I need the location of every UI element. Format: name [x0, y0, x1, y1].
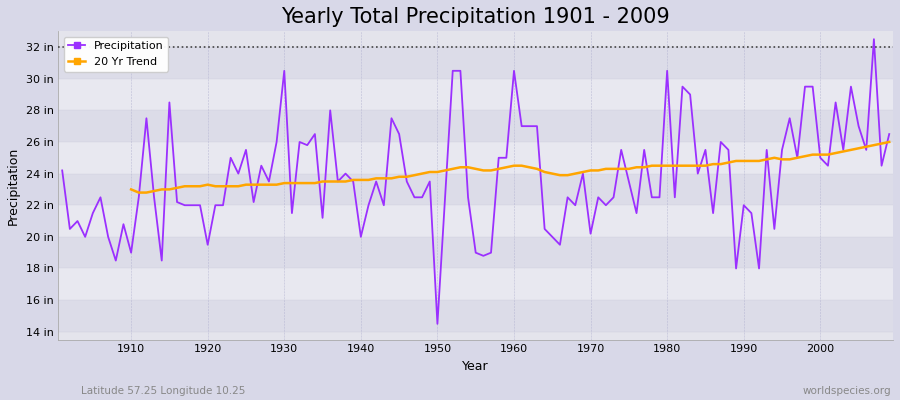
Bar — [58, 79, 893, 110]
Bar — [58, 205, 893, 237]
Bar — [58, 110, 893, 142]
Bar — [58, 47, 893, 79]
Y-axis label: Precipitation: Precipitation — [7, 146, 20, 224]
Bar — [58, 300, 893, 332]
Bar — [58, 237, 893, 268]
Title: Yearly Total Precipitation 1901 - 2009: Yearly Total Precipitation 1901 - 2009 — [282, 7, 670, 27]
X-axis label: Year: Year — [463, 360, 489, 373]
Text: worldspecies.org: worldspecies.org — [803, 386, 891, 396]
Bar — [58, 268, 893, 300]
Text: Latitude 57.25 Longitude 10.25: Latitude 57.25 Longitude 10.25 — [81, 386, 246, 396]
Bar — [58, 142, 893, 174]
Bar — [58, 174, 893, 205]
Legend: Precipitation, 20 Yr Trend: Precipitation, 20 Yr Trend — [64, 37, 168, 72]
